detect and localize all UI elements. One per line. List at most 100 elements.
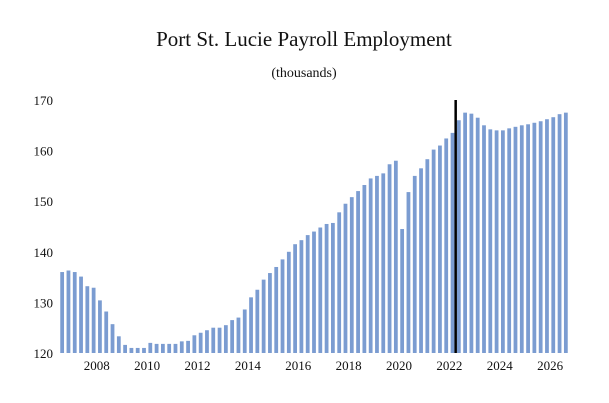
bar [312,231,316,353]
bar [551,117,556,353]
bar [494,130,499,353]
bar [192,335,197,353]
bar [463,112,467,354]
bar [60,272,65,353]
bar [456,120,461,354]
x-tick-label: 2022 [436,358,462,373]
bar [324,223,329,353]
y-tick-label: 160 [34,144,54,159]
bar [387,164,392,353]
bar [475,117,480,354]
bar [110,324,115,353]
x-tick-label: 2014 [235,358,262,373]
bar [331,222,335,353]
bar [148,342,153,353]
bar [469,113,474,353]
bar [255,289,260,353]
x-tick-label: 2024 [487,358,514,373]
bar [116,336,121,353]
bar [230,320,235,353]
bar [293,244,297,353]
bar [368,178,373,353]
x-tick-label: 2010 [134,358,160,373]
bar [223,325,228,353]
bar [343,203,348,353]
bar [375,175,379,353]
bar [299,240,304,353]
bar [286,251,291,353]
y-tick-label: 120 [34,346,54,361]
bar [425,159,430,353]
bar [557,114,562,353]
x-tick-label: 2016 [285,358,312,373]
x-tick-label: 2018 [336,358,362,373]
bar [337,212,342,353]
bar [538,121,543,353]
bar [519,125,524,353]
bar [419,168,423,353]
bar [488,129,493,353]
x-tick-label: 2026 [537,358,564,373]
bar [79,276,83,353]
bar-series [60,112,568,354]
bar [563,112,568,354]
y-tick-label: 140 [34,245,54,260]
bar [211,327,216,353]
bar [526,124,530,353]
chart-title: Port St. Lucie Payroll Employment [156,27,452,51]
x-tick-label: 2008 [84,358,110,373]
bar [98,300,102,353]
bar [205,330,209,353]
y-axis-ticks: 120 130 140 150 160 170 [34,93,54,361]
bar [242,309,247,353]
bar [280,259,285,353]
y-tick-label: 130 [34,295,54,310]
bar [406,192,411,353]
bar [261,279,266,353]
bar [305,235,310,353]
bar [507,128,512,353]
bar [72,272,77,353]
bar [66,270,71,353]
bar [173,343,178,353]
bar [186,340,190,353]
bar [268,273,272,353]
bar [318,227,323,353]
bar [85,286,90,353]
y-tick-label: 150 [34,194,54,209]
bar [431,149,436,353]
bar [362,185,367,353]
bar [450,132,455,353]
bar [198,332,203,353]
bar [129,347,134,353]
bar [249,297,253,353]
x-axis-ticks: 2008 2010 2012 2014 2016 2018 2020 2022 2024 2026 [84,358,564,373]
bar [349,197,354,353]
bar [142,347,146,353]
bar [179,341,184,353]
bar [545,119,549,353]
bar [274,266,279,353]
bar [91,287,96,353]
bar [154,343,159,353]
x-tick-label: 2020 [386,358,412,373]
bar [532,122,537,354]
bar [412,175,417,353]
bar [381,173,386,353]
x-tick-label: 2012 [185,358,211,373]
bar [167,343,172,353]
bar [135,347,140,353]
bar [356,191,360,353]
chart-subtitle: (thousands) [271,66,337,81]
bar [217,327,222,353]
bar [513,126,518,353]
bar [236,317,241,353]
bar [161,343,165,353]
y-tick-label: 170 [34,93,54,108]
bar [444,138,449,353]
bar [482,125,486,353]
bar [104,311,109,353]
bar [400,229,405,353]
